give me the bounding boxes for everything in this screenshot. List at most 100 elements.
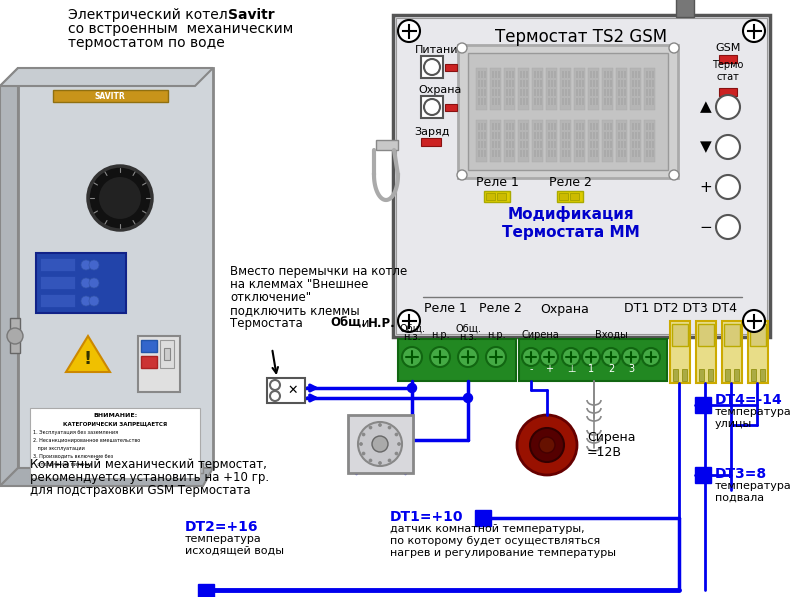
Bar xyxy=(574,120,585,162)
Bar xyxy=(582,132,584,139)
Bar xyxy=(588,120,599,162)
Text: термостатом по воде: термостатом по воде xyxy=(68,36,225,50)
Text: температура: температура xyxy=(715,481,792,491)
Bar xyxy=(644,68,655,110)
Bar xyxy=(562,80,564,87)
Bar xyxy=(551,71,553,78)
Bar xyxy=(520,132,522,139)
Bar xyxy=(534,123,536,130)
Circle shape xyxy=(362,452,365,455)
Bar xyxy=(579,71,581,78)
Bar xyxy=(458,45,678,178)
Bar xyxy=(498,141,500,148)
Bar xyxy=(562,132,564,139)
Bar xyxy=(509,150,511,157)
Bar xyxy=(526,132,528,139)
Bar xyxy=(676,0,694,17)
Bar xyxy=(635,141,637,148)
Circle shape xyxy=(395,452,398,455)
Circle shape xyxy=(716,135,740,159)
Text: Заряд: Заряд xyxy=(414,127,450,137)
Text: Реле 2: Реле 2 xyxy=(478,303,522,315)
Bar xyxy=(635,132,637,139)
Bar xyxy=(490,120,501,162)
Bar xyxy=(593,132,595,139)
Bar xyxy=(546,120,557,162)
Bar xyxy=(478,150,480,157)
Bar xyxy=(621,150,623,157)
Circle shape xyxy=(716,95,740,119)
Bar xyxy=(537,71,539,78)
Bar xyxy=(534,150,536,157)
Bar xyxy=(520,89,522,96)
Text: Термо
стат: Термо стат xyxy=(712,60,744,82)
Bar xyxy=(579,150,581,157)
Bar xyxy=(548,80,550,87)
Circle shape xyxy=(486,347,506,367)
Bar xyxy=(565,71,567,78)
Bar xyxy=(509,80,511,87)
Bar xyxy=(512,141,514,148)
Bar xyxy=(632,150,634,157)
Bar xyxy=(481,150,483,157)
Text: Сирена: Сирена xyxy=(521,330,559,340)
Bar xyxy=(523,80,525,87)
Bar xyxy=(509,141,511,148)
Bar xyxy=(445,104,457,111)
Circle shape xyxy=(81,260,91,270)
Text: Электрический котел: Электрический котел xyxy=(68,8,232,22)
Bar xyxy=(551,89,553,96)
Bar xyxy=(497,193,506,200)
Circle shape xyxy=(398,310,420,332)
Bar xyxy=(495,89,497,96)
Bar xyxy=(644,120,655,162)
Bar xyxy=(646,123,648,130)
Text: DT2=+16: DT2=+16 xyxy=(185,520,258,534)
Bar xyxy=(476,120,487,162)
Bar xyxy=(498,150,500,157)
Bar xyxy=(646,89,648,96)
Bar xyxy=(652,123,654,130)
Bar xyxy=(624,123,626,130)
Bar xyxy=(621,89,623,96)
Text: ВНИМАНИЕ:: ВНИМАНИЕ: xyxy=(93,413,137,418)
Bar xyxy=(534,80,536,87)
Bar xyxy=(554,123,556,130)
Bar xyxy=(492,123,494,130)
Bar xyxy=(481,132,483,139)
Bar xyxy=(646,98,648,105)
Bar xyxy=(607,132,609,139)
Bar xyxy=(421,138,441,146)
Bar xyxy=(621,123,623,130)
Bar xyxy=(722,321,742,383)
Bar xyxy=(512,123,514,130)
Bar xyxy=(498,98,500,105)
Bar xyxy=(492,150,494,157)
Bar xyxy=(604,132,606,139)
Bar xyxy=(604,71,606,78)
Bar xyxy=(512,98,514,105)
Bar xyxy=(495,98,497,105)
Bar xyxy=(478,141,480,148)
Circle shape xyxy=(359,442,362,445)
Bar xyxy=(551,150,553,157)
Text: отключения питания: отключения питания xyxy=(33,462,92,467)
Bar xyxy=(590,71,592,78)
Bar xyxy=(624,132,626,139)
Circle shape xyxy=(562,348,580,366)
Bar xyxy=(582,123,584,130)
Text: для подстраховки GSM Термостата: для подстраховки GSM Термостата xyxy=(30,484,250,497)
Bar xyxy=(698,324,714,346)
Bar xyxy=(695,467,711,483)
Text: DT1 DT2 DT3 DT4: DT1 DT2 DT3 DT4 xyxy=(625,303,738,315)
Bar xyxy=(520,71,522,78)
Bar xyxy=(607,89,609,96)
Bar xyxy=(649,150,651,157)
Bar xyxy=(506,150,508,157)
Bar xyxy=(526,150,528,157)
Polygon shape xyxy=(0,468,213,486)
Bar xyxy=(596,141,598,148)
Bar xyxy=(568,71,570,78)
Bar xyxy=(554,89,556,96)
Bar xyxy=(551,123,553,130)
